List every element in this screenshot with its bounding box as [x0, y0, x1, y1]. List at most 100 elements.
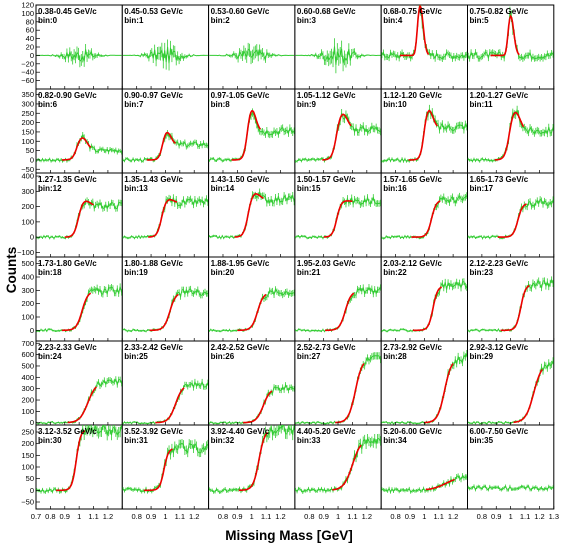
panel-range-label: 1.05-1.12 GeV/c	[297, 91, 356, 100]
fit-curve	[67, 386, 97, 424]
y-tick-label: 100	[21, 137, 34, 146]
x-tick-label: 0.9	[318, 512, 328, 521]
panel-range-label: 1.95-2.03 GeV/c	[297, 259, 356, 268]
panel-range-label: 2.73-2.92 GeV/c	[383, 343, 442, 352]
panel-bin-label: bin:16	[383, 184, 407, 193]
panel-bin-label: bin:29	[470, 352, 494, 361]
panel-bin-label: bin:6	[38, 100, 58, 109]
y-tick-label: 250	[21, 428, 34, 437]
panel-bin-label: bin:35	[470, 436, 494, 445]
data-series	[295, 46, 381, 65]
data-series	[36, 49, 122, 63]
y-tick-label: 600	[21, 350, 34, 359]
y-tick-label: 200	[21, 299, 34, 308]
x-tick-label: 1.2	[275, 512, 285, 521]
panel-bin-label: bin:4	[383, 16, 403, 25]
panel-frame	[380, 4, 469, 90]
x-tick-label: 0.8	[131, 512, 141, 521]
panel-bin-label: bin:15	[297, 184, 321, 193]
panel-frame	[467, 4, 555, 90]
panel-bin-label: bin:1	[124, 16, 144, 25]
panel-bin-label: bin:18	[38, 268, 62, 277]
y-tick-label: 700	[21, 339, 34, 348]
y-tick-label: 200	[21, 439, 34, 448]
fit-curve	[399, 5, 430, 57]
panel-frame	[35, 4, 123, 90]
panel-bin-label: bin:30	[38, 436, 62, 445]
x-tick-label: 1.1	[347, 512, 357, 521]
fit-curve	[425, 478, 455, 491]
fit-curve	[64, 200, 94, 238]
y-tick-label: −60	[21, 76, 34, 85]
panel-bin-label: bin:9	[297, 100, 317, 109]
fit-curve	[238, 431, 269, 492]
panel-range-label: 0.45-0.53 GeV/c	[124, 7, 183, 16]
fit-curve	[322, 113, 352, 161]
y-tick-label: −50	[21, 165, 34, 174]
y-tick-label: −100	[17, 248, 34, 257]
fit-curve	[325, 292, 355, 332]
y-tick-label: 0	[30, 486, 34, 495]
y-tick-label: 100	[21, 407, 34, 416]
y-tick-label: −20	[21, 59, 34, 68]
panel-frame	[121, 4, 210, 90]
fit-curve	[155, 387, 185, 424]
data-series	[123, 46, 208, 64]
panel-bin-label: bin:21	[297, 268, 321, 277]
fit-curve	[149, 293, 179, 332]
panel-bin-label: bin:14	[211, 184, 235, 193]
panel-bin-label: bin:25	[124, 352, 148, 361]
panel-bin-label: bin:8	[211, 100, 231, 109]
panel-bin-label: bin:3	[297, 16, 317, 25]
fit-curve	[424, 363, 454, 424]
panel-range-label: 2.03-2.12 GeV/c	[383, 259, 442, 268]
y-tick-label: 0	[30, 233, 34, 242]
panel-bin-label: bin:28	[383, 352, 407, 361]
fit-curve	[61, 137, 92, 161]
panel-range-label: 0.53-0.60 GeV/c	[211, 7, 270, 16]
y-tick-label: 60	[26, 26, 34, 35]
panel-range-label: 6.00-7.50 GeV/c	[470, 427, 529, 436]
panel-frame	[35, 256, 123, 342]
fit-curve	[408, 109, 438, 161]
x-tick-labels: 0.7 0.8 0.9 1 1.1 1.2 0.8 0.9 1 1.1 1.2 0.8 0.9 1 1.1 1…	[31, 512, 559, 521]
panel-range-label: 2.92-3.12 GeV/c	[470, 343, 529, 352]
x-tick-label: 1.2	[189, 512, 199, 521]
panel-range-label: 1.27-1.35 GeV/c	[38, 175, 97, 184]
fit-curve	[148, 198, 178, 238]
y-tick-label: 400	[21, 273, 34, 282]
panel-range-label: 0.68-0.75 GeV/c	[383, 7, 442, 16]
panel-range-label: 0.60-0.68 GeV/c	[297, 7, 356, 16]
fit-curve	[494, 111, 525, 161]
x-tick-label: 0.9	[60, 512, 70, 521]
fit-curve	[411, 200, 441, 238]
y-tick-label: 0	[30, 326, 34, 335]
fit-curve	[234, 192, 264, 238]
fit-curve	[231, 110, 262, 161]
panel-frame	[380, 340, 469, 426]
x-tick-label: 1.1	[434, 512, 444, 521]
panel-range-label: 1.73-1.80 GeV/c	[38, 259, 97, 268]
y-tick-label: 0	[30, 155, 34, 164]
panel-frame	[467, 424, 555, 510]
panel-frame	[208, 424, 296, 510]
x-tick-label: 1.2	[103, 512, 113, 521]
y-tick-label: 500	[21, 361, 34, 370]
y-tick-labels: 120100806040200−20−40−603503002502001501…	[17, 1, 40, 507]
panel-range-label: 1.20-1.27 GeV/c	[470, 91, 529, 100]
x-tick-label: 1	[509, 512, 513, 521]
x-tick-label: 1.1	[88, 512, 98, 521]
